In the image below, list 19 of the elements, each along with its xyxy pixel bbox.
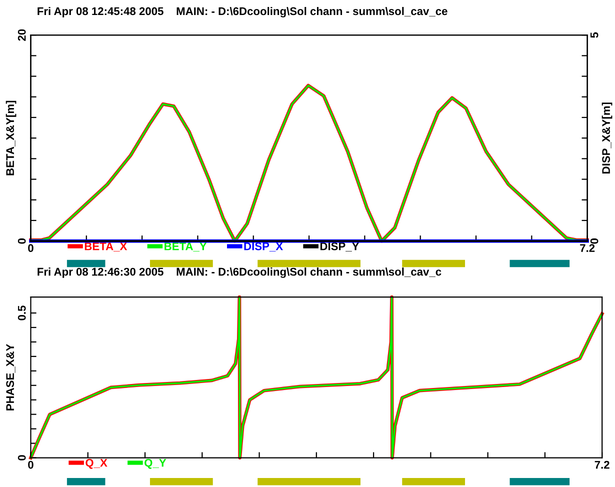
legend-label: BETA_Y xyxy=(164,242,207,252)
y2-axis-title: DISP_X&Y[m] xyxy=(602,102,612,174)
legend-label: BETA_X xyxy=(84,242,128,252)
y2-tick-label: 5 xyxy=(590,32,598,38)
y-tick-label: 20 xyxy=(18,29,26,41)
x-tick-label: 7.2 xyxy=(594,460,610,469)
chart-title: Fri Apr 08 12:46:30 2005 MAIN: - D:\6Dcooling\Sol chann - summ\sol_cav_c xyxy=(38,268,442,278)
y2-tick-label: 0 xyxy=(590,238,598,244)
legend-label: Q_Y xyxy=(144,458,166,469)
legend-label: DISP_Y xyxy=(320,242,360,252)
legend-label: Q_X xyxy=(86,458,108,469)
y-tick-label: 0.5 xyxy=(18,306,26,320)
y-tick-label: 0 xyxy=(18,455,26,460)
y-axis-title: PHASE_X&Y xyxy=(6,344,16,410)
y-axis-title: BETA_X&Y[m] xyxy=(6,100,16,176)
chart-title: Fri Apr 08 12:45:48 2005 MAIN: - D:\6Dcooling\Sol chann - summ\sol_cav_ce xyxy=(38,6,448,18)
x-tick-label: 7.2 xyxy=(580,244,595,252)
legend-label: DISP_X xyxy=(244,242,283,252)
y-tick-label: 0 xyxy=(18,238,26,244)
